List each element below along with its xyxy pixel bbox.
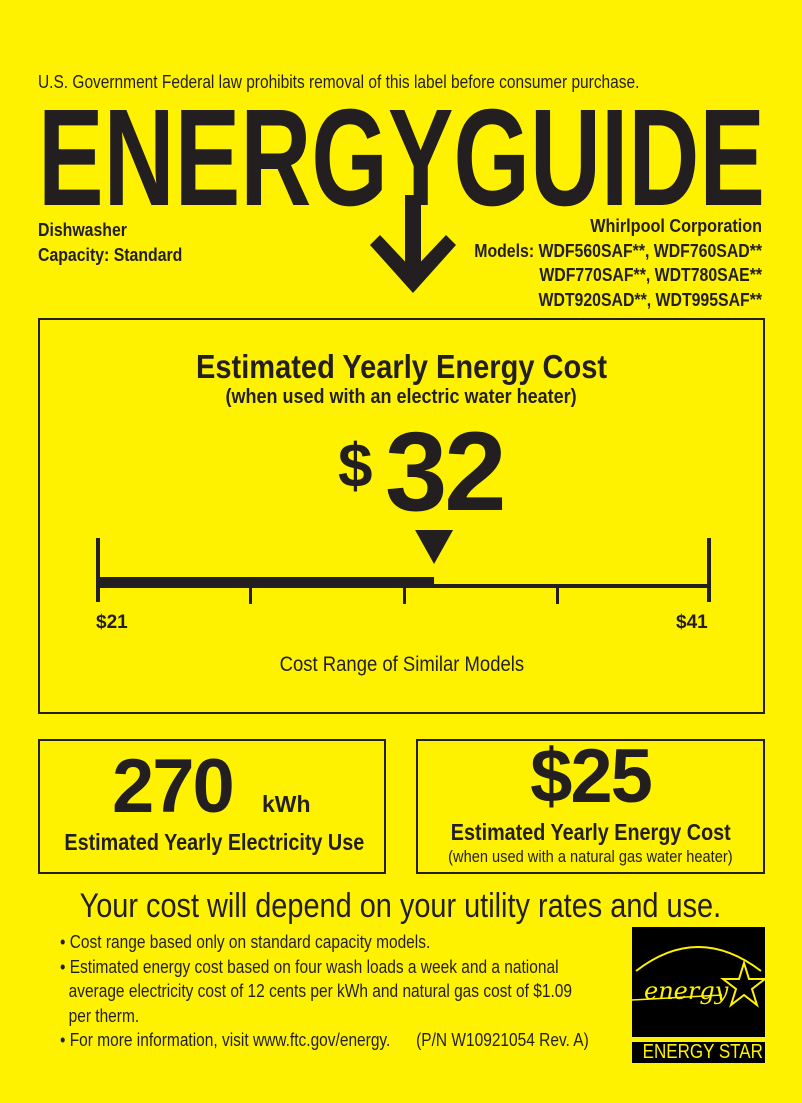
main-title: Estimated Yearly Energy Cost: [195, 348, 608, 385]
bullet-item: • Estimated energy cost based on four wa…: [60, 956, 559, 977]
gas-cost-sublabel: (when used with a natural gas water heat…: [448, 847, 733, 866]
main-subtitle: (when used with an electric water heater…: [225, 386, 578, 408]
scale-end-left: [96, 538, 100, 602]
gas-cost-label: Estimated Yearly Energy Cost: [450, 819, 731, 845]
scale-fill: [98, 577, 435, 588]
cost-range-scale: [96, 530, 711, 604]
electricity-label: Estimated Yearly Electricity Use: [64, 829, 365, 855]
bullet-item: average electricity cost of 12 cents per…: [68, 981, 572, 1001]
main-cost-panel: Estimated Yearly Energy Cost (when used …: [38, 318, 765, 714]
range-max-label: $41: [676, 612, 708, 633]
scale-end-right: [707, 538, 711, 602]
manufacturer-block: Whirlpool Corporation Models: WDF560SAF*…: [435, 214, 762, 312]
energy-star-label: ENERGY STAR: [632, 1042, 765, 1063]
scale-tick: [403, 586, 406, 604]
range-caption: Cost Range of Similar Models: [279, 653, 524, 676]
models-line: WDT920SAD**, WDT995SAF**: [538, 289, 762, 310]
energy-script: energy: [644, 977, 729, 1005]
cost-pointer-icon: [415, 530, 454, 564]
models-line: WDF770SAF**, WDT780SAE**: [539, 265, 762, 285]
footer-bullets: • Cost range based only on standard capa…: [60, 930, 620, 1053]
capacity: Capacity: Standard: [38, 245, 183, 265]
energy-star-icon: energy: [632, 927, 765, 1037]
cost-dollar-sign: $: [338, 432, 373, 501]
kwh-unit: kWh: [262, 791, 311, 817]
energyguide-title: ENERGYGUIDE: [38, 95, 765, 209]
kwh-value: 270: [112, 744, 235, 829]
cost-value: 32: [385, 409, 507, 534]
models-line: Models: WDF560SAF**, WDF760SAD**: [474, 240, 762, 261]
scale-tick: [556, 586, 559, 604]
manufacturer-name: Whirlpool Corporation: [590, 216, 762, 236]
bullet-item: per therm.: [68, 1005, 140, 1026]
product-type: Dishwasher: [38, 220, 127, 240]
energy-star-logo: energy ENERGY STAR: [632, 927, 765, 1063]
electricity-use-panel: 270 kWh Estimated Yearly Electricity Use: [38, 739, 386, 874]
footer-headline: Your cost will depend on your utility ra…: [79, 887, 721, 925]
range-min-label: $21: [96, 612, 128, 633]
scale-tick: [249, 586, 252, 604]
bullet-item: • Cost range based only on standard capa…: [60, 932, 431, 952]
gas-cost-value: $25: [530, 734, 653, 819]
title-text: ENERGYGUIDE: [38, 95, 765, 209]
gas-cost-panel: $25 Estimated Yearly Energy Cost (when u…: [416, 739, 765, 874]
arrow-down-icon: [370, 195, 456, 293]
government-notice: U.S. Government Federal law prohibits re…: [38, 72, 640, 92]
bullet-item: • For more information, visit www.ftc.go…: [60, 1030, 589, 1050]
